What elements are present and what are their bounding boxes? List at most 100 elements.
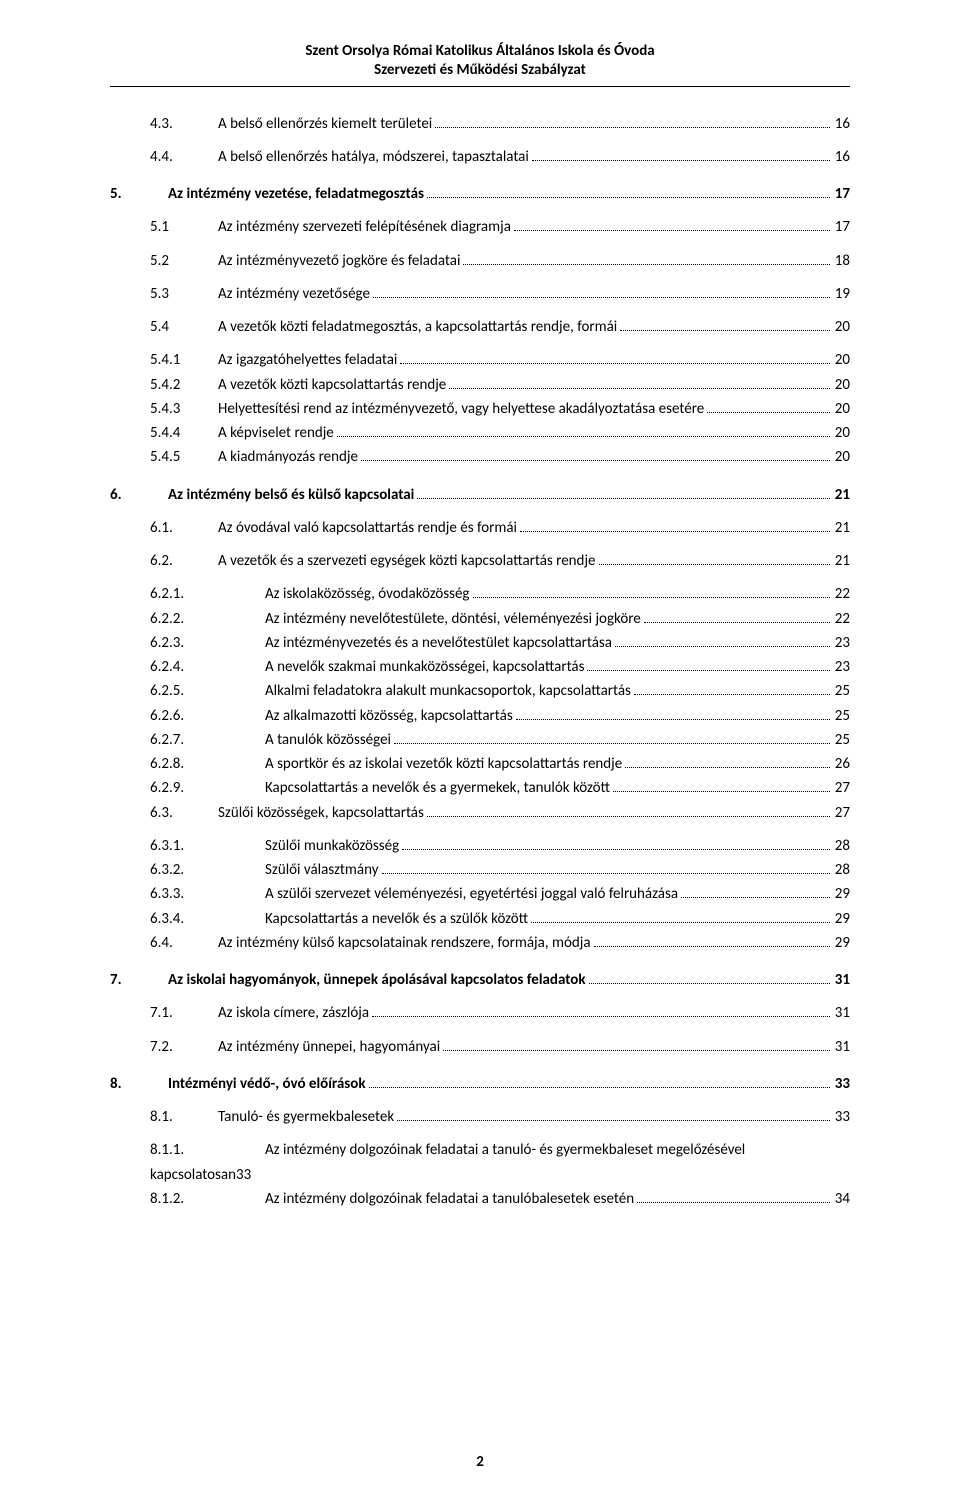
toc-entry: 5.2Az intézményvezető jogköre és feladat… — [110, 250, 850, 273]
toc-entry: 6.3.2.Szülői választmány 28 — [110, 859, 850, 882]
toc-num: 6.3.1. — [110, 835, 265, 858]
toc-entry: 5.3Az intézmény vezetősége19 — [110, 283, 850, 306]
toc-num: 6.3. — [110, 802, 218, 825]
toc-num: 7. — [110, 969, 168, 992]
toc-num: 6.3.2. — [110, 859, 265, 882]
toc-text: Az intézmény dolgozóinak feladatai a tan… — [265, 1139, 850, 1162]
toc-text: Az intézmény nevelőtestülete, döntési, v… — [265, 608, 641, 631]
toc-leader-dots — [402, 836, 830, 850]
toc-text: Az alkalmazotti közösség, kapcsolattartá… — [265, 705, 513, 728]
toc-num: 6.2.1. — [110, 583, 265, 606]
toc-num: 5.2 — [110, 250, 218, 273]
toc-num: 7.1. — [110, 1002, 218, 1025]
toc-leader-dots — [625, 754, 830, 768]
toc-entry: 5.4.4A képviselet rendje20 — [110, 422, 850, 445]
toc-entry: 6.2.6.Az alkalmazotti közösség, kapcsola… — [110, 705, 850, 728]
toc-num: 8.1. — [110, 1106, 218, 1129]
toc-num: 8.1.2. — [110, 1188, 265, 1211]
toc-page: 28 — [833, 859, 850, 882]
header-line-1: Szent Orsolya Római Katolikus Általános … — [110, 42, 850, 61]
toc-num: 4.4. — [110, 146, 218, 169]
toc-entry: 6.2.9.Kapcsolattartás a nevelők és a gye… — [110, 777, 850, 800]
toc-text: Az óvodával való kapcsolattartás rendje … — [218, 517, 517, 540]
toc-page: 28 — [833, 835, 850, 858]
toc-leader-dots — [369, 1074, 830, 1088]
toc-num: 6.2.2. — [110, 608, 265, 631]
toc-page: 20 — [833, 446, 850, 469]
toc-text: A tanulók közösségei — [265, 729, 391, 752]
toc-page: 16 — [833, 113, 850, 136]
toc-page: 29 — [833, 883, 850, 906]
toc-page: 25 — [833, 680, 850, 703]
header-line-2: Szervezeti és Működési Szabályzat — [110, 61, 850, 80]
toc-text: A képviselet rendje — [218, 422, 334, 445]
toc-leader-dots — [435, 114, 830, 128]
toc-leader-dots — [397, 1107, 830, 1121]
toc-text: Intézményi védő-, óvó előírások — [168, 1073, 366, 1096]
toc-entry: 4.4.A belső ellenőrzés hatálya, módszere… — [110, 146, 850, 169]
toc-leader-dots — [417, 485, 829, 499]
toc-num: 8. — [110, 1073, 168, 1096]
toc-num: 6.2.5. — [110, 680, 265, 703]
toc-page: 31 — [833, 969, 850, 992]
toc-text: A vezetők közti kapcsolattartás rendje — [218, 374, 446, 397]
toc-num: 5.4.2 — [110, 374, 218, 397]
toc-text: Alkalmi feladatokra alakult munkacsoport… — [265, 680, 631, 703]
toc-num: 6.2.9. — [110, 777, 265, 800]
toc-num: 6.2.8. — [110, 753, 265, 776]
toc-num: 5.4 — [110, 316, 218, 339]
toc-page: 33 — [833, 1106, 850, 1129]
toc-text: A belső ellenőrzés kiemelt területei — [218, 113, 432, 136]
toc-leader-dots — [644, 609, 830, 623]
toc-page: 22 — [833, 608, 850, 631]
toc-text: Az intézményvezetés és a nevelőtestület … — [265, 632, 612, 655]
toc-entry: 6.Az intézmény belső és külső kapcsolata… — [110, 484, 850, 507]
toc-num: 6.2.7. — [110, 729, 265, 752]
toc-num: 5.4.5 — [110, 446, 218, 469]
toc-text: Az intézmény szervezeti felépítésének di… — [218, 216, 511, 239]
toc-entry: 6.2.5.Alkalmi feladatokra alakult munkac… — [110, 680, 850, 703]
toc-page: 27 — [833, 802, 850, 825]
toc-entry: 4.3.A belső ellenőrzés kiemelt területei… — [110, 113, 850, 136]
toc-leader-dots — [516, 706, 830, 720]
toc-leader-dots — [613, 779, 830, 793]
toc-text: Az iskolaközösség, óvodaközösség — [265, 583, 470, 606]
toc-leader-dots — [520, 518, 830, 532]
toc-num: 6.2.4. — [110, 656, 265, 679]
toc-text: kapcsolatosan33 — [150, 1164, 251, 1187]
toc-text: A vezetők közti feladatmegosztás, a kapc… — [218, 316, 617, 339]
toc-page: 21 — [833, 550, 850, 573]
toc-leader-dots — [637, 1189, 830, 1203]
toc-num: 4.3. — [110, 113, 218, 136]
toc-entry: 5.4.5A kiadmányozás rendje20 — [110, 446, 850, 469]
toc-entry: 8.1.Tanuló- és gyermekbalesetek33 — [110, 1106, 850, 1129]
toc-leader-dots — [587, 657, 829, 671]
toc-page: 31 — [833, 1002, 850, 1025]
toc-page: 19 — [833, 283, 850, 306]
toc-entry: 8.Intézményi védő-, óvó előírások33 — [110, 1073, 850, 1096]
toc-num: 6.2.3. — [110, 632, 265, 655]
toc-text: Kapcsolattartás a nevelők és a szülők kö… — [265, 908, 528, 931]
toc-entry: 6.4.Az intézmény külső kapcsolatainak re… — [110, 932, 850, 955]
toc-text: Szülői munkaközösség — [265, 835, 399, 858]
toc-entry: 5.4.3Helyettesítési rend az intézményvez… — [110, 398, 850, 421]
toc-entry: 5.4A vezetők közti feladatmegosztás, a k… — [110, 316, 850, 339]
toc-entry: 6.3.1.Szülői munkaközösség 28 — [110, 835, 850, 858]
toc-num: 6.3.4. — [110, 908, 265, 931]
toc-text: Az intézmény vezetősége — [218, 283, 370, 306]
toc-leader-dots — [615, 633, 830, 647]
toc-page: 23 — [833, 656, 850, 679]
toc-entry: 6.3.3.A szülői szervezet véleményezési, … — [110, 883, 850, 906]
toc-num: 5.1 — [110, 216, 218, 239]
toc-leader-dots — [532, 147, 830, 161]
toc-text: Az intézmény vezetése, feladatmegosztás — [168, 183, 424, 206]
toc-entry: 7.2.Az intézmény ünnepei, hagyományai31 — [110, 1036, 850, 1059]
toc-page: 29 — [833, 932, 850, 955]
toc-text: Szülői választmány — [265, 859, 379, 882]
toc-text: Az iskola címere, zászlója — [218, 1002, 369, 1025]
toc-entry: 6.2.7.A tanulók közösségei25 — [110, 729, 850, 752]
toc-entry: 5.1Az intézmény szervezeti felépítésének… — [110, 216, 850, 239]
toc-entry: 6.2.A vezetők és a szervezeti egységek k… — [110, 550, 850, 573]
toc-page: 25 — [833, 705, 850, 728]
toc-page: 20 — [833, 398, 850, 421]
